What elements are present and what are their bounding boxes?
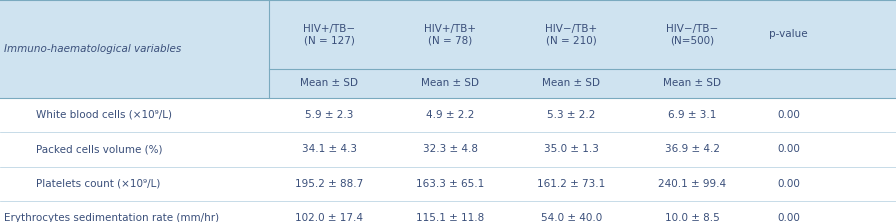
Text: 34.1 ± 4.3: 34.1 ± 4.3 (302, 144, 357, 154)
Text: HIV+/TB−
(N = 127): HIV+/TB− (N = 127) (303, 24, 356, 45)
Text: p-value: p-value (769, 29, 808, 40)
Text: Mean ± SD: Mean ± SD (300, 78, 358, 88)
Text: 0.00: 0.00 (777, 110, 800, 120)
Text: 5.3 ± 2.2: 5.3 ± 2.2 (547, 110, 595, 120)
Text: 240.1 ± 99.4: 240.1 ± 99.4 (658, 179, 727, 189)
Text: 0.00: 0.00 (777, 144, 800, 154)
Bar (0, 0, 896, 98)
Text: White blood cells (×10⁹/L): White blood cells (×10⁹/L) (36, 110, 172, 120)
Text: Platelets count (×10⁹/L): Platelets count (×10⁹/L) (36, 179, 160, 189)
Text: HIV−/TB+
(N = 210): HIV−/TB+ (N = 210) (545, 24, 598, 45)
Text: 4.9 ± 2.2: 4.9 ± 2.2 (426, 110, 474, 120)
Text: Erythrocytes sedimentation rate (mm/hr): Erythrocytes sedimentation rate (mm/hr) (4, 213, 220, 222)
Text: Mean ± SD: Mean ± SD (542, 78, 600, 88)
Text: Mean ± SD: Mean ± SD (421, 78, 479, 88)
Text: 36.9 ± 4.2: 36.9 ± 4.2 (665, 144, 719, 154)
Text: 35.0 ± 1.3: 35.0 ± 1.3 (544, 144, 599, 154)
Text: 163.3 ± 65.1: 163.3 ± 65.1 (416, 179, 485, 189)
Text: 161.2 ± 73.1: 161.2 ± 73.1 (537, 179, 606, 189)
Text: 102.0 ± 17.4: 102.0 ± 17.4 (296, 213, 363, 222)
Text: 6.9 ± 3.1: 6.9 ± 3.1 (668, 110, 716, 120)
Text: Immuno-haematological variables: Immuno-haematological variables (4, 44, 182, 54)
Text: 115.1 ± 11.8: 115.1 ± 11.8 (416, 213, 485, 222)
Text: 5.9 ± 2.3: 5.9 ± 2.3 (306, 110, 353, 120)
Text: 32.3 ± 4.8: 32.3 ± 4.8 (423, 144, 478, 154)
Text: 54.0 ± 40.0: 54.0 ± 40.0 (540, 213, 602, 222)
Text: Mean ± SD: Mean ± SD (663, 78, 721, 88)
Text: 0.00: 0.00 (777, 179, 800, 189)
Text: 0.00: 0.00 (777, 213, 800, 222)
Text: 195.2 ± 88.7: 195.2 ± 88.7 (295, 179, 364, 189)
Text: HIV+/TB+
(N = 78): HIV+/TB+ (N = 78) (424, 24, 477, 45)
Text: 10.0 ± 8.5: 10.0 ± 8.5 (665, 213, 719, 222)
Text: Packed cells volume (%): Packed cells volume (%) (36, 144, 162, 154)
Text: HIV−/TB−
(N=500): HIV−/TB− (N=500) (666, 24, 719, 45)
